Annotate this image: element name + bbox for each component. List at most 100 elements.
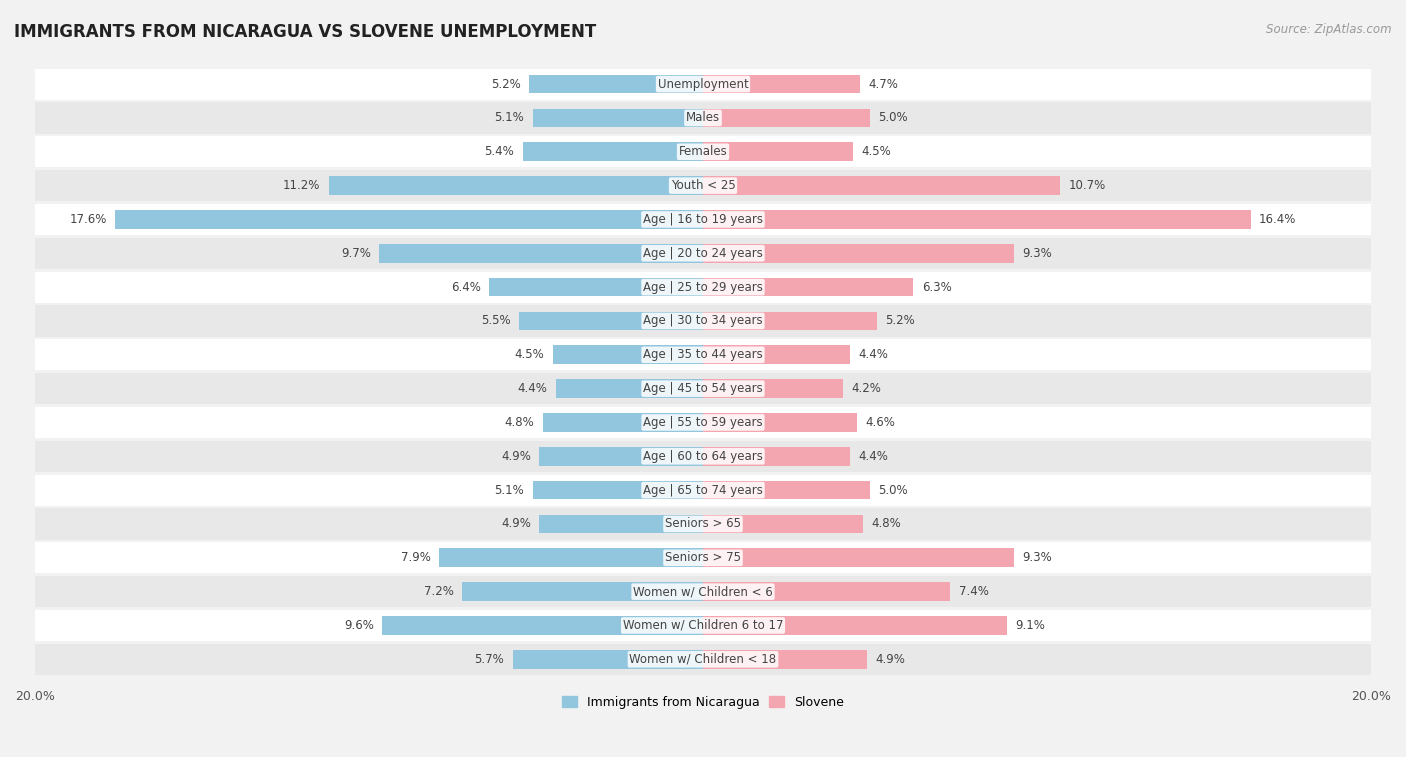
Bar (35, 441, 1371, 472)
Bar (703, 582, 950, 601)
Bar (703, 413, 856, 431)
Bar (703, 176, 1060, 195)
Bar (35, 542, 1371, 573)
Bar (35, 373, 1371, 404)
Text: Age | 30 to 34 years: Age | 30 to 34 years (643, 314, 763, 328)
Bar (533, 481, 703, 500)
Bar (703, 650, 866, 668)
Text: 6.3%: 6.3% (922, 281, 952, 294)
Text: 5.1%: 5.1% (495, 484, 524, 497)
Bar (703, 109, 870, 127)
Text: Females: Females (679, 145, 727, 158)
Bar (35, 339, 1371, 370)
Bar (115, 210, 703, 229)
Text: Women w/ Children < 18: Women w/ Children < 18 (630, 653, 776, 666)
Text: 7.9%: 7.9% (401, 551, 430, 564)
Bar (35, 509, 1371, 540)
Text: 4.8%: 4.8% (872, 518, 901, 531)
Text: Women w/ Children < 6: Women w/ Children < 6 (633, 585, 773, 598)
Text: 4.2%: 4.2% (852, 382, 882, 395)
Text: 5.2%: 5.2% (491, 78, 522, 91)
Text: 4.4%: 4.4% (858, 450, 889, 463)
Bar (703, 345, 851, 364)
Legend: Immigrants from Nicaragua, Slovene: Immigrants from Nicaragua, Slovene (557, 691, 849, 714)
Text: Unemployment: Unemployment (658, 78, 748, 91)
Text: Age | 45 to 54 years: Age | 45 to 54 years (643, 382, 763, 395)
Bar (529, 75, 703, 93)
Text: 11.2%: 11.2% (283, 179, 321, 192)
Bar (703, 481, 870, 500)
Text: 4.4%: 4.4% (517, 382, 548, 395)
Bar (35, 170, 1371, 201)
Bar (439, 549, 703, 567)
Bar (35, 576, 1371, 607)
Text: 4.4%: 4.4% (858, 348, 889, 361)
Bar (382, 616, 703, 635)
Bar (35, 69, 1371, 100)
Bar (523, 142, 703, 161)
Text: Age | 20 to 24 years: Age | 20 to 24 years (643, 247, 763, 260)
Bar (703, 142, 853, 161)
Text: 4.5%: 4.5% (862, 145, 891, 158)
Bar (35, 204, 1371, 235)
Text: Age | 55 to 59 years: Age | 55 to 59 years (643, 416, 763, 429)
Bar (703, 447, 851, 466)
Text: 9.3%: 9.3% (1022, 247, 1052, 260)
Text: 10.7%: 10.7% (1069, 179, 1107, 192)
Bar (533, 109, 703, 127)
Text: 5.5%: 5.5% (481, 314, 510, 328)
Text: 9.6%: 9.6% (344, 619, 374, 632)
Text: Age | 65 to 74 years: Age | 65 to 74 years (643, 484, 763, 497)
Bar (703, 312, 877, 330)
Text: 4.9%: 4.9% (501, 450, 531, 463)
Text: 4.8%: 4.8% (505, 416, 534, 429)
Text: Age | 16 to 19 years: Age | 16 to 19 years (643, 213, 763, 226)
Text: Age | 25 to 29 years: Age | 25 to 29 years (643, 281, 763, 294)
Text: 16.4%: 16.4% (1260, 213, 1296, 226)
Text: 4.9%: 4.9% (875, 653, 905, 666)
Text: 5.4%: 5.4% (485, 145, 515, 158)
Bar (555, 379, 703, 398)
Text: 7.4%: 7.4% (959, 585, 988, 598)
Bar (35, 238, 1371, 269)
Bar (703, 616, 1007, 635)
Bar (519, 312, 703, 330)
Bar (463, 582, 703, 601)
Text: Youth < 25: Youth < 25 (671, 179, 735, 192)
Bar (35, 272, 1371, 303)
Text: Seniors > 65: Seniors > 65 (665, 518, 741, 531)
Text: 5.7%: 5.7% (474, 653, 505, 666)
Text: 6.4%: 6.4% (451, 281, 481, 294)
Bar (35, 102, 1371, 133)
Bar (35, 305, 1371, 337)
Bar (380, 244, 703, 263)
Bar (703, 379, 844, 398)
Text: Age | 60 to 64 years: Age | 60 to 64 years (643, 450, 763, 463)
Bar (703, 515, 863, 533)
Bar (489, 278, 703, 297)
Bar (35, 475, 1371, 506)
Text: 4.5%: 4.5% (515, 348, 544, 361)
Text: 17.6%: 17.6% (69, 213, 107, 226)
Text: 9.7%: 9.7% (340, 247, 371, 260)
Text: 9.3%: 9.3% (1022, 551, 1052, 564)
Text: 5.2%: 5.2% (884, 314, 915, 328)
Bar (703, 549, 1014, 567)
Text: 9.1%: 9.1% (1015, 619, 1045, 632)
Bar (513, 650, 703, 668)
Bar (553, 345, 703, 364)
Bar (703, 210, 1251, 229)
Text: 5.1%: 5.1% (495, 111, 524, 124)
Text: 7.2%: 7.2% (425, 585, 454, 598)
Bar (35, 610, 1371, 641)
Bar (703, 244, 1014, 263)
Text: Age | 35 to 44 years: Age | 35 to 44 years (643, 348, 763, 361)
Bar (329, 176, 703, 195)
Bar (543, 413, 703, 431)
Bar (540, 515, 703, 533)
Text: Males: Males (686, 111, 720, 124)
Text: 5.0%: 5.0% (879, 111, 908, 124)
Text: Women w/ Children 6 to 17: Women w/ Children 6 to 17 (623, 619, 783, 632)
Bar (35, 643, 1371, 675)
Text: 4.7%: 4.7% (869, 78, 898, 91)
